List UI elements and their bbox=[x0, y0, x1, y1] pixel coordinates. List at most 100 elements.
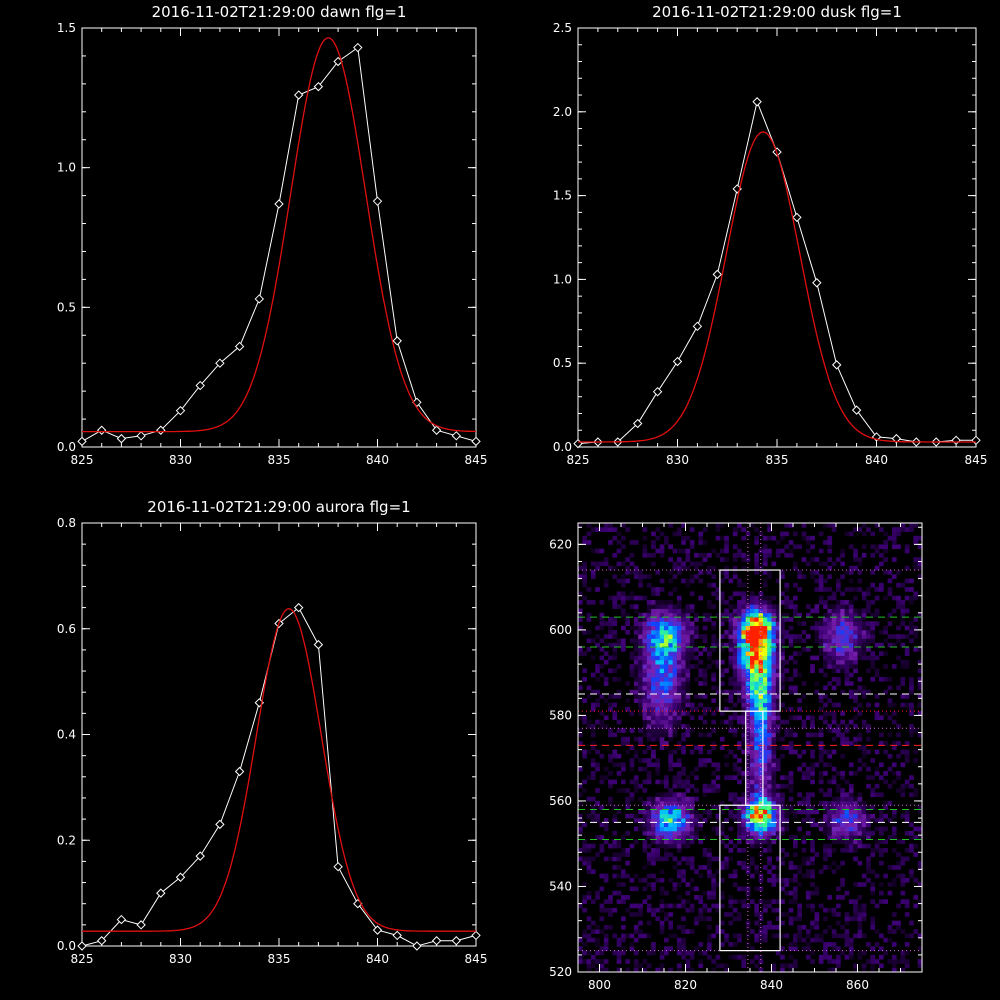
heatmap-cell bbox=[870, 924, 876, 930]
heatmap-cell bbox=[767, 792, 772, 798]
data-point bbox=[573, 438, 583, 449]
heatmap-cell bbox=[818, 582, 824, 588]
heatmap-cell bbox=[887, 835, 893, 840]
heatmap-cell bbox=[689, 728, 695, 733]
heatmap-cell bbox=[904, 809, 910, 815]
heatmap-cell bbox=[840, 634, 845, 639]
heatmap-cell bbox=[655, 591, 661, 597]
heatmap-cell bbox=[844, 835, 850, 840]
heatmap-cell bbox=[861, 873, 867, 879]
heatmap-cell bbox=[616, 664, 622, 669]
heatmap-cell bbox=[629, 651, 635, 656]
heatmap-cell bbox=[681, 826, 686, 832]
heatmap-cell bbox=[638, 706, 643, 712]
heatmap-cell bbox=[664, 826, 669, 832]
heatmap-cell bbox=[853, 805, 858, 810]
heatmap-cell bbox=[788, 706, 794, 712]
heatmap-cell bbox=[883, 595, 888, 601]
heatmap-cell bbox=[818, 694, 824, 699]
heatmap-cell bbox=[642, 668, 648, 674]
heatmap-cell bbox=[818, 548, 824, 554]
heatmap-cell bbox=[625, 570, 630, 575]
heatmap-cell bbox=[848, 642, 854, 648]
heatmap-cell bbox=[638, 963, 643, 969]
heatmap-cell bbox=[780, 830, 785, 836]
heatmap-cell bbox=[664, 843, 669, 849]
heatmap-cell bbox=[586, 647, 592, 652]
heatmap-cell bbox=[664, 745, 669, 751]
heatmap-cell bbox=[621, 612, 626, 618]
heatmap-cell bbox=[655, 634, 661, 639]
heatmap-cell bbox=[655, 668, 661, 674]
heatmap-cell bbox=[771, 736, 777, 742]
heatmap-cell bbox=[685, 813, 691, 819]
heatmap-cell bbox=[814, 920, 820, 926]
heatmap-cell bbox=[608, 924, 613, 930]
heatmap-cell bbox=[711, 634, 716, 639]
heatmap-cell bbox=[664, 818, 669, 823]
heatmap-cell bbox=[784, 599, 790, 605]
heatmap-cell bbox=[698, 813, 704, 819]
heatmap-cell bbox=[681, 706, 686, 712]
heatmap-cell bbox=[780, 702, 785, 708]
heatmap-cell bbox=[707, 954, 712, 960]
heatmap-cell bbox=[676, 706, 682, 712]
heatmap-cell bbox=[831, 736, 837, 742]
heatmap-cell bbox=[909, 869, 914, 875]
heatmap-cell bbox=[750, 800, 755, 806]
heatmap-cell bbox=[633, 886, 639, 892]
heatmap-cell bbox=[715, 924, 721, 930]
heatmap-cell bbox=[818, 818, 824, 823]
heatmap-cell bbox=[737, 689, 742, 695]
heatmap-cell bbox=[582, 651, 587, 656]
heatmap-cell bbox=[853, 771, 858, 776]
heatmap-cell bbox=[621, 788, 626, 793]
heatmap-cell bbox=[767, 719, 772, 725]
heatmap-cell bbox=[616, 852, 622, 857]
heatmap-cell bbox=[801, 762, 807, 768]
heatmap-cell bbox=[715, 587, 721, 592]
heatmap-cell bbox=[909, 873, 914, 879]
heatmap-cell bbox=[689, 702, 695, 708]
heatmap-cell bbox=[694, 818, 699, 823]
heatmap-cell bbox=[891, 942, 897, 947]
heatmap-cell bbox=[642, 826, 648, 832]
heatmap-cell bbox=[758, 779, 764, 785]
heatmap-cell bbox=[659, 839, 665, 845]
heatmap-cell bbox=[848, 681, 854, 686]
heatmap-cell bbox=[857, 954, 863, 960]
heatmap-cell bbox=[642, 527, 648, 532]
heatmap-cell bbox=[750, 771, 755, 776]
heatmap-cell bbox=[870, 954, 876, 960]
heatmap-cell bbox=[818, 561, 824, 567]
heatmap-cell bbox=[668, 753, 673, 759]
heatmap-cell bbox=[827, 540, 833, 545]
heatmap-cell bbox=[745, 629, 751, 635]
heatmap-cell bbox=[762, 792, 768, 798]
heatmap-cell bbox=[668, 642, 673, 648]
heatmap-cell bbox=[681, 766, 686, 772]
heatmap-cell bbox=[655, 655, 661, 661]
heatmap-cell bbox=[638, 809, 643, 815]
heatmap-cell bbox=[646, 582, 652, 588]
heatmap-cell bbox=[608, 634, 613, 639]
heatmap-cell bbox=[741, 711, 747, 716]
heatmap-cell bbox=[771, 865, 777, 870]
heatmap-cell bbox=[664, 912, 669, 917]
heatmap-cell bbox=[681, 745, 686, 751]
heatmap-cell bbox=[676, 839, 682, 845]
heatmap-cell bbox=[793, 668, 798, 674]
heatmap-cell bbox=[698, 758, 704, 763]
heatmap-cell bbox=[823, 647, 828, 652]
heatmap-cell bbox=[831, 664, 837, 669]
heatmap-cell bbox=[857, 826, 863, 832]
heatmap-cell bbox=[784, 617, 790, 622]
heatmap-cell bbox=[891, 882, 897, 887]
heatmap-cell bbox=[861, 805, 867, 810]
heatmap-cell bbox=[861, 544, 867, 550]
heatmap-cell bbox=[904, 565, 910, 571]
data-point bbox=[392, 930, 402, 941]
heatmap-cell bbox=[642, 672, 648, 678]
heatmap-cell bbox=[715, 826, 721, 832]
data-point bbox=[77, 436, 87, 447]
